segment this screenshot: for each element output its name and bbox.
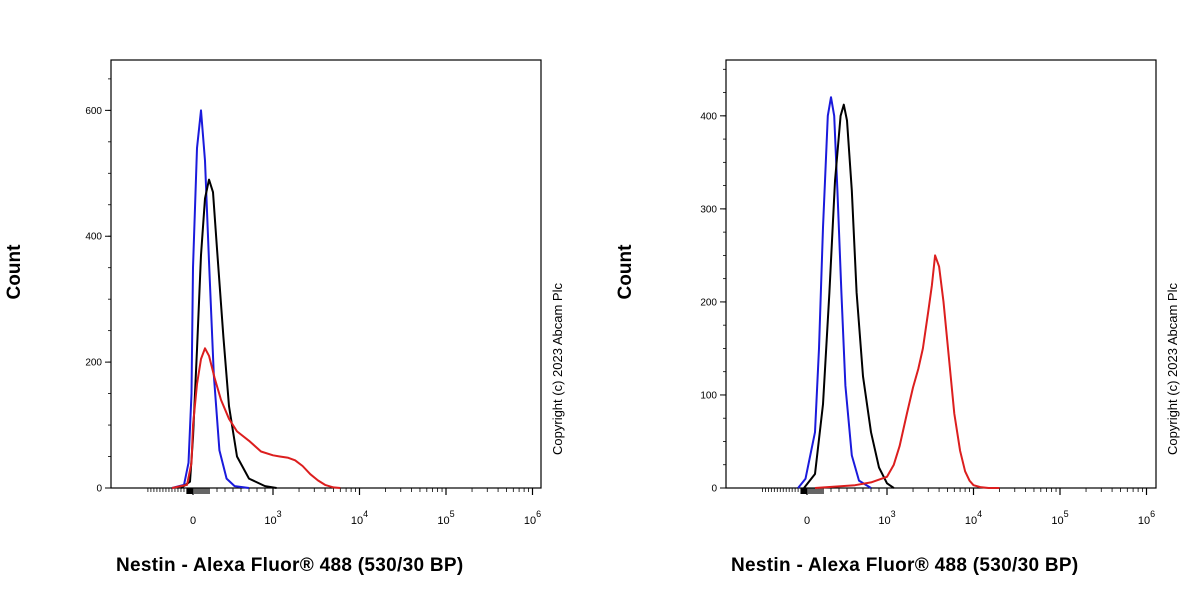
x-tick-label: 104: [965, 509, 982, 527]
histogram-panel-2: 0 100 200 300 400 0 103 104 105 106 Count Nestin …: [600, 0, 1200, 600]
x-tick-label: 105: [1051, 509, 1068, 527]
x-tick-label: 103: [878, 509, 895, 527]
x-axis-label: Nestin - Alexa Fluor® 488 (530/30 BP): [731, 555, 1079, 576]
x-tick-label: 0: [190, 515, 196, 527]
histogram-series-1: [171, 109, 250, 489]
x-tick-label: 103: [264, 509, 281, 527]
y-tick-label: 600: [85, 106, 102, 117]
y-tick-label: 0: [96, 484, 102, 495]
copyright-text: Copyright (c) 2023 Abcam Plc: [1165, 283, 1180, 455]
histogram-series-3: [814, 254, 1000, 489]
histogram-panel-1: 0 200 400 600 0 103 104 105 106 Count Nestin - A…: [4, 59, 565, 576]
x-tick-label: 106: [1138, 509, 1155, 527]
copyright-text: Copyright (c) 2023 Abcam Plc: [550, 283, 565, 455]
y-tick-label: 200: [85, 358, 102, 369]
histogram-series-2: [803, 103, 895, 489]
y-tick-label: 400: [85, 232, 102, 243]
y-tick-label: 300: [700, 204, 717, 215]
x-tick-label: 104: [351, 509, 368, 527]
x-axis-label: Nestin - Alexa Fluor® 488 (530/30 BP): [116, 555, 464, 576]
y-axis-label: Count: [615, 244, 636, 300]
plot-frame: [110, 59, 542, 489]
chart-2-svg: 0 100 200 300 400 0 103 104 105 106: [700, 59, 1157, 527]
x-tick-label: 106: [524, 509, 541, 527]
x-tick-label: 0: [804, 515, 810, 527]
y-tick-label: 100: [700, 390, 717, 401]
histogram-series-1: [797, 96, 872, 489]
histogram-series-3: [171, 347, 341, 489]
y-tick-label: 0: [711, 484, 717, 495]
x-tick-label: 105: [437, 509, 454, 527]
y-tick-label: 200: [700, 297, 717, 308]
plot-frame: [725, 59, 1157, 489]
chart-1-svg: 0 200 400 600 0 103 104 105 106: [85, 59, 542, 527]
y-axis-label: Count: [4, 244, 25, 300]
y-tick-label: 400: [700, 111, 717, 122]
